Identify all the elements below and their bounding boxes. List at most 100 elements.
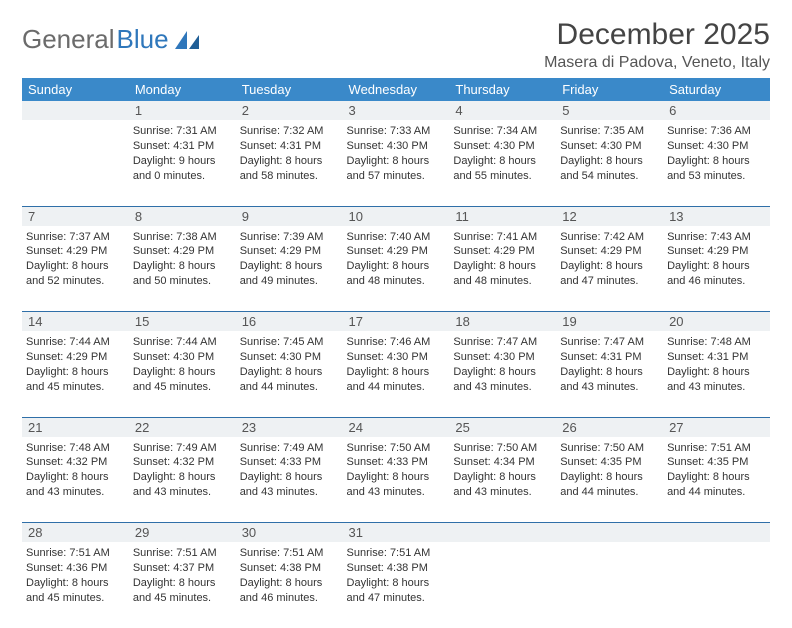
day-number-cell	[663, 523, 770, 543]
day-content-cell: Sunrise: 7:48 AMSunset: 4:31 PMDaylight:…	[663, 331, 770, 417]
day-detail-text	[560, 544, 659, 546]
day-number-cell: 30	[236, 523, 343, 543]
day-number-cell: 17	[343, 312, 450, 332]
weekday-header: Saturday	[663, 78, 770, 101]
day-number-cell: 28	[22, 523, 129, 543]
day-detail-text: Sunrise: 7:51 AMSunset: 4:38 PMDaylight:…	[347, 544, 446, 605]
day-number-cell	[22, 101, 129, 120]
day-detail-text: Sunrise: 7:50 AMSunset: 4:34 PMDaylight:…	[453, 439, 552, 500]
weekday-header: Monday	[129, 78, 236, 101]
day-content-cell	[663, 542, 770, 628]
calendar-body: 123456 Sunrise: 7:31 AMSunset: 4:31 PMDay…	[22, 101, 770, 628]
day-number-row: 78910111213	[22, 206, 770, 226]
day-detail-text: Sunrise: 7:42 AMSunset: 4:29 PMDaylight:…	[560, 228, 659, 289]
day-content-row: Sunrise: 7:48 AMSunset: 4:32 PMDaylight:…	[22, 437, 770, 523]
day-content-row: Sunrise: 7:37 AMSunset: 4:29 PMDaylight:…	[22, 226, 770, 312]
day-detail-text: Sunrise: 7:43 AMSunset: 4:29 PMDaylight:…	[667, 228, 766, 289]
day-content-row: Sunrise: 7:44 AMSunset: 4:29 PMDaylight:…	[22, 331, 770, 417]
day-number-cell: 14	[22, 312, 129, 332]
day-content-cell: Sunrise: 7:47 AMSunset: 4:30 PMDaylight:…	[449, 331, 556, 417]
weekday-header: Tuesday	[236, 78, 343, 101]
day-content-cell: Sunrise: 7:51 AMSunset: 4:36 PMDaylight:…	[22, 542, 129, 628]
day-content-cell	[556, 542, 663, 628]
day-content-cell: Sunrise: 7:49 AMSunset: 4:33 PMDaylight:…	[236, 437, 343, 523]
brand-word-1: General	[22, 24, 115, 55]
day-number-cell	[449, 523, 556, 543]
day-content-cell: Sunrise: 7:51 AMSunset: 4:37 PMDaylight:…	[129, 542, 236, 628]
day-number-cell: 21	[22, 417, 129, 437]
day-detail-text	[26, 122, 125, 124]
day-content-cell	[449, 542, 556, 628]
day-content-cell: Sunrise: 7:34 AMSunset: 4:30 PMDaylight:…	[449, 120, 556, 206]
day-content-cell: Sunrise: 7:48 AMSunset: 4:32 PMDaylight:…	[22, 437, 129, 523]
day-number-cell: 27	[663, 417, 770, 437]
day-detail-text: Sunrise: 7:36 AMSunset: 4:30 PMDaylight:…	[667, 122, 766, 183]
day-number-cell: 15	[129, 312, 236, 332]
day-number-cell: 24	[343, 417, 450, 437]
day-content-cell: Sunrise: 7:32 AMSunset: 4:31 PMDaylight:…	[236, 120, 343, 206]
day-number-row: 21222324252627	[22, 417, 770, 437]
day-number-row: 28293031	[22, 523, 770, 543]
day-content-cell: Sunrise: 7:51 AMSunset: 4:38 PMDaylight:…	[343, 542, 450, 628]
day-number-row: 123456	[22, 101, 770, 120]
day-number-cell: 19	[556, 312, 663, 332]
weekday-header: Wednesday	[343, 78, 450, 101]
day-detail-text: Sunrise: 7:40 AMSunset: 4:29 PMDaylight:…	[347, 228, 446, 289]
day-detail-text: Sunrise: 7:35 AMSunset: 4:30 PMDaylight:…	[560, 122, 659, 183]
day-detail-text: Sunrise: 7:44 AMSunset: 4:29 PMDaylight:…	[26, 333, 125, 394]
day-number-cell: 12	[556, 206, 663, 226]
day-number-cell: 16	[236, 312, 343, 332]
day-number-cell: 29	[129, 523, 236, 543]
day-number-cell: 31	[343, 523, 450, 543]
day-detail-text: Sunrise: 7:50 AMSunset: 4:35 PMDaylight:…	[560, 439, 659, 500]
day-content-row: Sunrise: 7:31 AMSunset: 4:31 PMDaylight:…	[22, 120, 770, 206]
day-content-cell: Sunrise: 7:50 AMSunset: 4:34 PMDaylight:…	[449, 437, 556, 523]
weekday-header: Thursday	[449, 78, 556, 101]
day-content-cell: Sunrise: 7:36 AMSunset: 4:30 PMDaylight:…	[663, 120, 770, 206]
day-number-cell: 2	[236, 101, 343, 120]
day-detail-text: Sunrise: 7:49 AMSunset: 4:32 PMDaylight:…	[133, 439, 232, 500]
day-number-cell: 23	[236, 417, 343, 437]
day-content-cell: Sunrise: 7:50 AMSunset: 4:35 PMDaylight:…	[556, 437, 663, 523]
day-detail-text: Sunrise: 7:45 AMSunset: 4:30 PMDaylight:…	[240, 333, 339, 394]
day-detail-text: Sunrise: 7:48 AMSunset: 4:31 PMDaylight:…	[667, 333, 766, 394]
day-number-cell: 7	[22, 206, 129, 226]
day-number-cell: 18	[449, 312, 556, 332]
day-number-cell: 13	[663, 206, 770, 226]
day-content-cell: Sunrise: 7:35 AMSunset: 4:30 PMDaylight:…	[556, 120, 663, 206]
day-detail-text: Sunrise: 7:48 AMSunset: 4:32 PMDaylight:…	[26, 439, 125, 500]
day-number-cell: 5	[556, 101, 663, 120]
day-content-cell: Sunrise: 7:51 AMSunset: 4:38 PMDaylight:…	[236, 542, 343, 628]
day-number-cell: 3	[343, 101, 450, 120]
header-row: GeneralBlue December 2025 Masera di Pado…	[22, 18, 770, 72]
day-content-cell: Sunrise: 7:44 AMSunset: 4:30 PMDaylight:…	[129, 331, 236, 417]
day-detail-text: Sunrise: 7:38 AMSunset: 4:29 PMDaylight:…	[133, 228, 232, 289]
day-detail-text: Sunrise: 7:47 AMSunset: 4:30 PMDaylight:…	[453, 333, 552, 394]
day-content-cell: Sunrise: 7:49 AMSunset: 4:32 PMDaylight:…	[129, 437, 236, 523]
day-number-cell: 20	[663, 312, 770, 332]
day-number-cell: 26	[556, 417, 663, 437]
day-number-cell	[556, 523, 663, 543]
title-block: December 2025 Masera di Padova, Veneto, …	[544, 18, 770, 72]
day-detail-text	[667, 544, 766, 546]
day-content-cell: Sunrise: 7:41 AMSunset: 4:29 PMDaylight:…	[449, 226, 556, 312]
day-detail-text	[453, 544, 552, 546]
day-content-cell: Sunrise: 7:31 AMSunset: 4:31 PMDaylight:…	[129, 120, 236, 206]
day-number-cell: 6	[663, 101, 770, 120]
brand-logo: GeneralBlue	[22, 18, 201, 55]
day-detail-text: Sunrise: 7:46 AMSunset: 4:30 PMDaylight:…	[347, 333, 446, 394]
day-number-row: 14151617181920	[22, 312, 770, 332]
day-detail-text: Sunrise: 7:44 AMSunset: 4:30 PMDaylight:…	[133, 333, 232, 394]
day-content-cell: Sunrise: 7:46 AMSunset: 4:30 PMDaylight:…	[343, 331, 450, 417]
day-detail-text: Sunrise: 7:50 AMSunset: 4:33 PMDaylight:…	[347, 439, 446, 500]
weekday-header-row: Sunday Monday Tuesday Wednesday Thursday…	[22, 78, 770, 101]
day-number-cell: 22	[129, 417, 236, 437]
day-detail-text: Sunrise: 7:31 AMSunset: 4:31 PMDaylight:…	[133, 122, 232, 183]
day-number-cell: 9	[236, 206, 343, 226]
weekday-header: Sunday	[22, 78, 129, 101]
day-detail-text: Sunrise: 7:39 AMSunset: 4:29 PMDaylight:…	[240, 228, 339, 289]
weekday-header: Friday	[556, 78, 663, 101]
day-content-cell	[22, 120, 129, 206]
day-detail-text: Sunrise: 7:37 AMSunset: 4:29 PMDaylight:…	[26, 228, 125, 289]
day-content-cell: Sunrise: 7:40 AMSunset: 4:29 PMDaylight:…	[343, 226, 450, 312]
